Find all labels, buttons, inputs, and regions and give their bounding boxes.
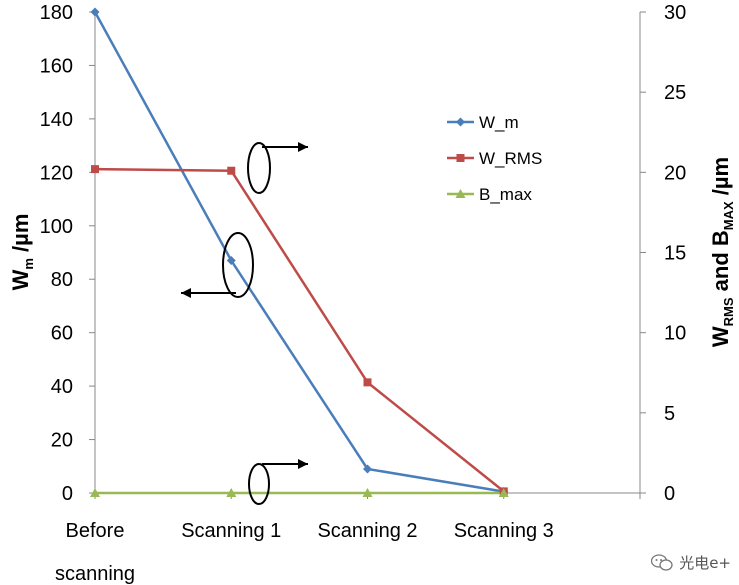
series-lines	[93, 11, 505, 495]
x-tick-label: Before	[66, 520, 125, 542]
right-tick-label: 30	[664, 2, 686, 24]
indicator-ellipse-bmax	[248, 463, 270, 505]
series-line-w_rms	[94, 167, 505, 493]
right-title-part: /µm	[708, 157, 733, 201]
axis-indicator-annotations	[181, 142, 308, 505]
left-axis-ticks: 0 20 40 60 80 100 120 140 160 180	[40, 2, 95, 505]
left-tick-label: 0	[62, 483, 73, 505]
watermark-text: 光电e+	[679, 554, 731, 572]
wechat-icon	[651, 553, 673, 572]
axes	[94, 12, 641, 494]
data-point	[226, 256, 236, 266]
data-point	[363, 464, 372, 474]
legend-label: W_RMS	[479, 149, 542, 168]
data-point	[227, 166, 236, 175]
left-tick-label: 180	[40, 2, 73, 24]
legend-marker	[456, 117, 465, 127]
right-axis-ticks: 0 5 10 15 20 25 30	[640, 2, 686, 505]
right-tick-label: 5	[664, 403, 675, 425]
data-point	[90, 7, 100, 17]
indicator-arrow-wm-head	[181, 288, 191, 298]
legend: W_m W_RMS B_max	[447, 113, 542, 204]
data-point	[91, 165, 99, 174]
right-tick-label: 0	[664, 483, 675, 505]
left-title-main: W	[8, 269, 33, 290]
indicator-arrow-bmax-head	[298, 459, 308, 469]
series-line-w_m	[93, 11, 504, 493]
data-point	[498, 488, 509, 497]
left-tick-label: 120	[40, 162, 73, 184]
right-tick-label: 20	[664, 162, 686, 184]
legend-marker	[455, 189, 466, 198]
x-tick-label: Scanning 2	[317, 520, 417, 542]
legend-label: B_max	[479, 185, 532, 204]
indicator-arrow-rms-head	[298, 142, 308, 152]
indicator-ellipse-wm	[222, 232, 254, 298]
right-axis-title: WRMS and BMAX /µm	[708, 157, 736, 347]
left-tick-label: 80	[51, 269, 73, 291]
right-title-part: MAX	[721, 201, 736, 230]
watermark: 光电e+	[651, 552, 731, 573]
left-tick-label: 40	[51, 376, 73, 398]
indicator-ellipse-rms	[247, 142, 271, 194]
left-axis-title: Wm /µm	[8, 214, 36, 291]
right-title-part: and B	[708, 230, 733, 297]
legend-label: W_m	[479, 113, 519, 132]
data-point	[363, 378, 372, 387]
right-title-part: W	[708, 326, 733, 347]
x-tick-label: Scanning 3	[454, 520, 554, 542]
data-point	[362, 488, 373, 497]
x-axis-ticks: Before scanning Scanning 1 Scanning 2 Scanni…	[55, 493, 641, 585]
left-title-rest: /µm	[8, 214, 33, 258]
left-tick-label: 60	[51, 323, 73, 345]
left-tick-label: 20	[51, 430, 73, 452]
right-tick-label: 15	[664, 243, 686, 265]
right-title-part: RMS	[721, 297, 736, 326]
left-tick-label: 140	[40, 109, 73, 131]
right-tick-label: 10	[664, 323, 686, 345]
series-markers	[90, 7, 509, 497]
right-tick-label: 25	[664, 82, 686, 104]
left-title-sub: m	[21, 258, 36, 270]
x-tick-label: Scanning 1	[181, 520, 281, 542]
data-point	[90, 488, 100, 497]
data-point	[226, 488, 237, 497]
legend-marker	[456, 154, 465, 162]
left-tick-label: 160	[40, 55, 73, 77]
x-tick-label: scanning	[55, 563, 135, 585]
left-tick-label: 100	[40, 216, 73, 238]
